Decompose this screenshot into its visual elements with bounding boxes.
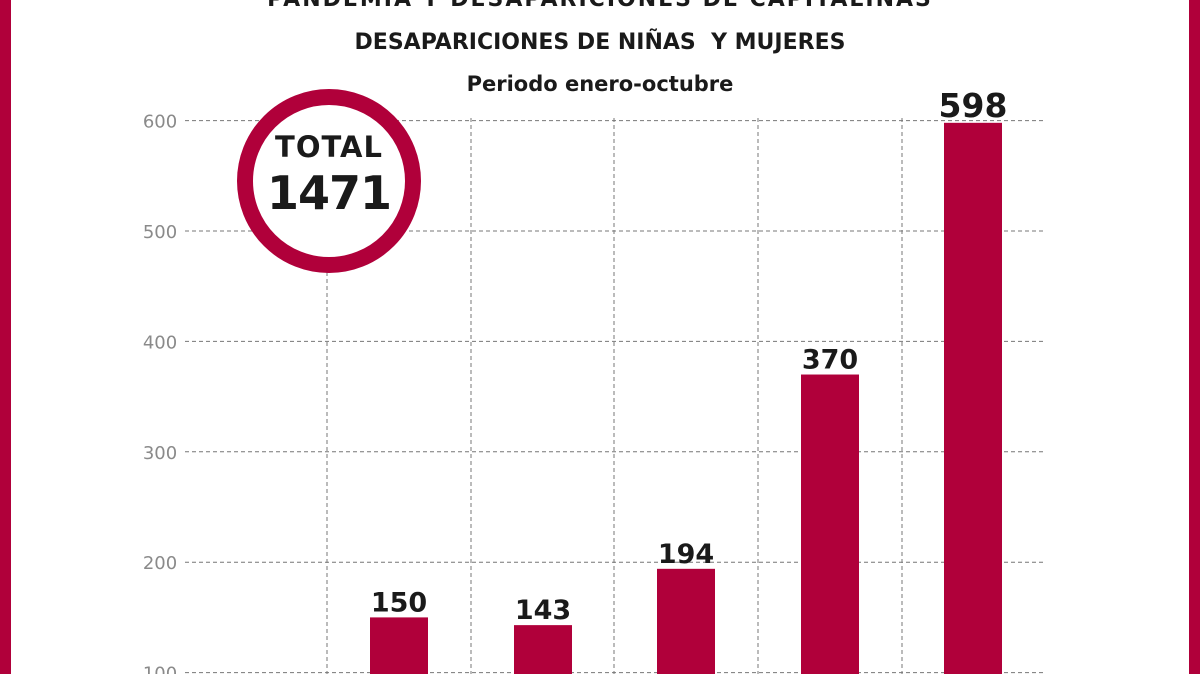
y-tick-label: 500 bbox=[143, 222, 177, 243]
chart-title: DESAPARICIONES DE NIÑAS Y MUJERES bbox=[354, 30, 846, 55]
y-tick-label: 400 bbox=[143, 332, 177, 353]
y-tick-label: 300 bbox=[143, 443, 177, 464]
y-tick-label: 200 bbox=[143, 553, 177, 574]
total-badge: TOTAL 1471 bbox=[237, 89, 421, 273]
bar bbox=[370, 617, 428, 674]
bar bbox=[944, 122, 1002, 674]
bar-value-label: 598 bbox=[939, 86, 1008, 125]
bar-value-label: 143 bbox=[515, 595, 571, 626]
right-frame-border bbox=[1189, 0, 1200, 674]
bar bbox=[657, 568, 715, 674]
bar-value-labels: 150 143 194 370 598 bbox=[371, 86, 1008, 626]
bar-value-label: 194 bbox=[658, 539, 714, 570]
bar-value-label: 150 bbox=[371, 587, 427, 618]
bar bbox=[514, 625, 572, 674]
left-frame-border bbox=[0, 0, 11, 674]
total-value: 1471 bbox=[266, 166, 392, 220]
y-tick-label: 600 bbox=[143, 112, 177, 133]
bar-value-label: 370 bbox=[802, 345, 858, 376]
bars bbox=[370, 122, 1002, 674]
total-label: TOTAL bbox=[275, 130, 383, 164]
cut-off-headline: PANDEMIA Y DESAPARICIONES DE CAPITALINAS bbox=[0, 0, 1200, 12]
chart-subtitle: Periodo enero-octubre bbox=[466, 72, 734, 96]
y-axis-ticks: 100 200 300 400 500 600 bbox=[143, 112, 177, 674]
bar bbox=[801, 374, 859, 674]
y-tick-label: 100 bbox=[143, 664, 177, 674]
